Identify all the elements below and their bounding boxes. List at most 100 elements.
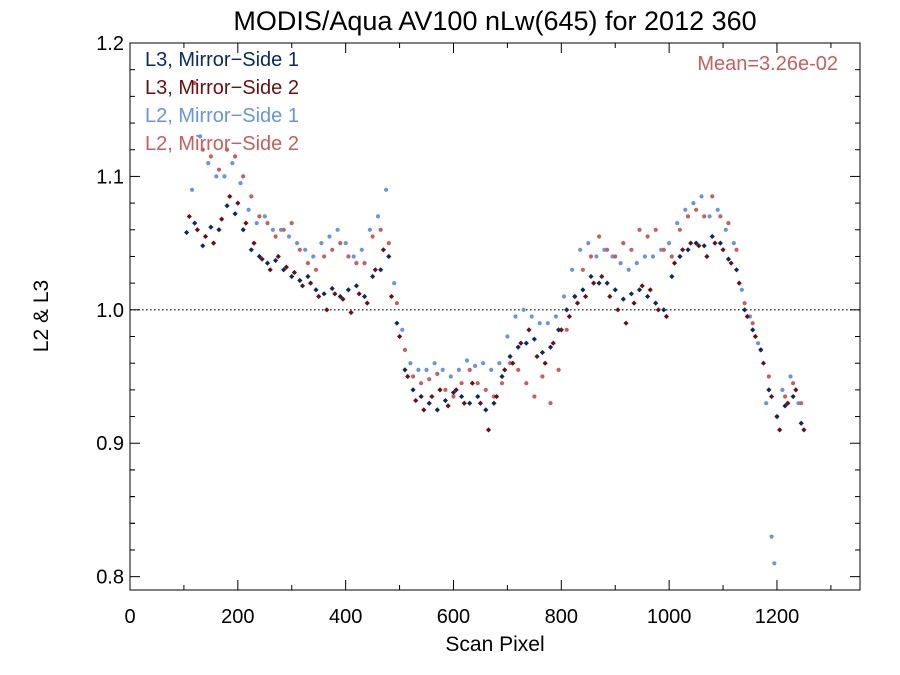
- series-2-point-64: [707, 214, 712, 219]
- series-0-point-0: [184, 229, 190, 236]
- series-1-point-12: [283, 264, 289, 270]
- series-0-point-62: [685, 247, 691, 253]
- series-3-point-71: [766, 374, 772, 379]
- series-2-point-43: [537, 321, 542, 326]
- series-1-point-76: [801, 427, 807, 433]
- x-tick-label-4: 800: [545, 606, 578, 628]
- series-2-point-44: [545, 321, 550, 326]
- series-0-point-23: [370, 273, 376, 280]
- x-tick-label-3: 600: [437, 606, 470, 628]
- series-1-point-41: [518, 340, 524, 346]
- series-1-point-44: [542, 360, 548, 366]
- series-0-point-37: [483, 407, 489, 413]
- series-0-point-43: [531, 336, 537, 342]
- series-2-point-9: [262, 214, 267, 219]
- x-tick-label-1: 200: [221, 606, 254, 628]
- series-2-point-68: [739, 287, 745, 292]
- series-1-point-68: [736, 280, 742, 286]
- series-0-point-57: [644, 293, 651, 300]
- series-3-point-61: [685, 214, 691, 219]
- series-2-point-75: [788, 374, 793, 379]
- series-2-point-17: [327, 234, 332, 239]
- series-0-point-59: [661, 307, 667, 313]
- series-3-point-29: [427, 377, 432, 382]
- series-2-point-57: [650, 254, 656, 259]
- series-3-point-38: [499, 381, 505, 386]
- series-0-point-70: [750, 327, 756, 333]
- series-1-point-36: [477, 400, 484, 406]
- series-1-point-19: [340, 296, 346, 302]
- series-3-point-59: [669, 254, 674, 259]
- series-1-point-13: [291, 269, 298, 276]
- series-0-point-72: [766, 387, 772, 393]
- series-3-point-54: [629, 247, 634, 252]
- series-0-point-19: [337, 293, 343, 300]
- series-1-point-45: [550, 340, 556, 346]
- series-0-point-25: [386, 253, 392, 260]
- series-2-point-7: [246, 207, 251, 212]
- series-1-point-65: [712, 240, 718, 246]
- series-2-point-14: [303, 247, 308, 252]
- series-3-point-34: [467, 367, 472, 372]
- series-3-point-35: [475, 381, 480, 386]
- series-3-point-8: [257, 214, 262, 219]
- series-0-point-24: [378, 267, 384, 273]
- series-3-point-74: [791, 381, 796, 386]
- series-1-point-4: [219, 216, 225, 222]
- series-1-point-22: [364, 300, 370, 306]
- series-2-point-4: [222, 174, 227, 179]
- series-3-point-17: [330, 247, 335, 252]
- series-3-point-44: [548, 401, 553, 406]
- series-0-point-58: [653, 300, 659, 306]
- series-1-point-53: [615, 307, 621, 313]
- series-3-point-64: [710, 194, 715, 199]
- x-tick-label-5: 1000: [647, 606, 692, 628]
- series-3-point-51: [605, 247, 610, 252]
- y-axis-label: L2 & L3: [30, 280, 53, 352]
- series-0-point-31: [434, 407, 440, 413]
- series-2-point-8: [254, 221, 259, 226]
- series-1-point-69: [744, 313, 750, 320]
- series-3-point-20: [354, 261, 359, 266]
- series-1-point-1: [194, 227, 200, 233]
- series-3-point-67: [734, 247, 739, 252]
- series-1-point-16: [316, 293, 322, 300]
- series-1-point-62: [688, 240, 694, 246]
- series-2-point-63: [699, 194, 704, 199]
- series-0-point-38: [491, 400, 497, 406]
- series-3-point-24: [386, 241, 391, 246]
- series-0: [184, 203, 804, 426]
- series-3-point-57: [653, 227, 658, 232]
- series-2-point-30: [432, 361, 437, 366]
- series-1-point-10: [267, 267, 273, 273]
- series-0-point-76: [798, 420, 804, 426]
- series-2-point-71: [764, 401, 769, 406]
- series-3-point-50: [597, 234, 602, 239]
- series-2-point-36: [481, 361, 486, 366]
- series-0-point-29: [418, 393, 424, 400]
- series-0-point-64: [701, 243, 707, 249]
- series-2-point-0: [189, 187, 195, 192]
- series-3-point-30: [435, 371, 440, 376]
- series-2-point-5: [230, 161, 235, 166]
- series-0-point-17: [321, 291, 327, 297]
- series-1-point-25: [388, 293, 395, 300]
- series-3-point-5: [233, 154, 238, 159]
- series-0-point-30: [426, 400, 432, 406]
- series-3-point-40: [516, 367, 521, 372]
- series-0-point-48: [572, 293, 578, 300]
- series-2-point-38: [497, 361, 502, 366]
- series-3-point-65: [718, 214, 723, 219]
- series-1-point-64: [704, 253, 710, 260]
- series-2-point-49: [586, 241, 591, 246]
- series-0-point-55: [628, 291, 635, 297]
- series-3-point-15: [313, 267, 319, 272]
- series-1-point-43: [534, 353, 540, 360]
- series-0-point-6: [232, 211, 238, 217]
- series-0-point-42: [523, 340, 529, 346]
- series-1-point-38: [494, 393, 500, 400]
- series-0-point-11: [272, 257, 279, 264]
- series-0-point-34: [458, 393, 465, 400]
- series-0-point-47: [564, 307, 570, 313]
- series-2-point-54: [626, 267, 631, 272]
